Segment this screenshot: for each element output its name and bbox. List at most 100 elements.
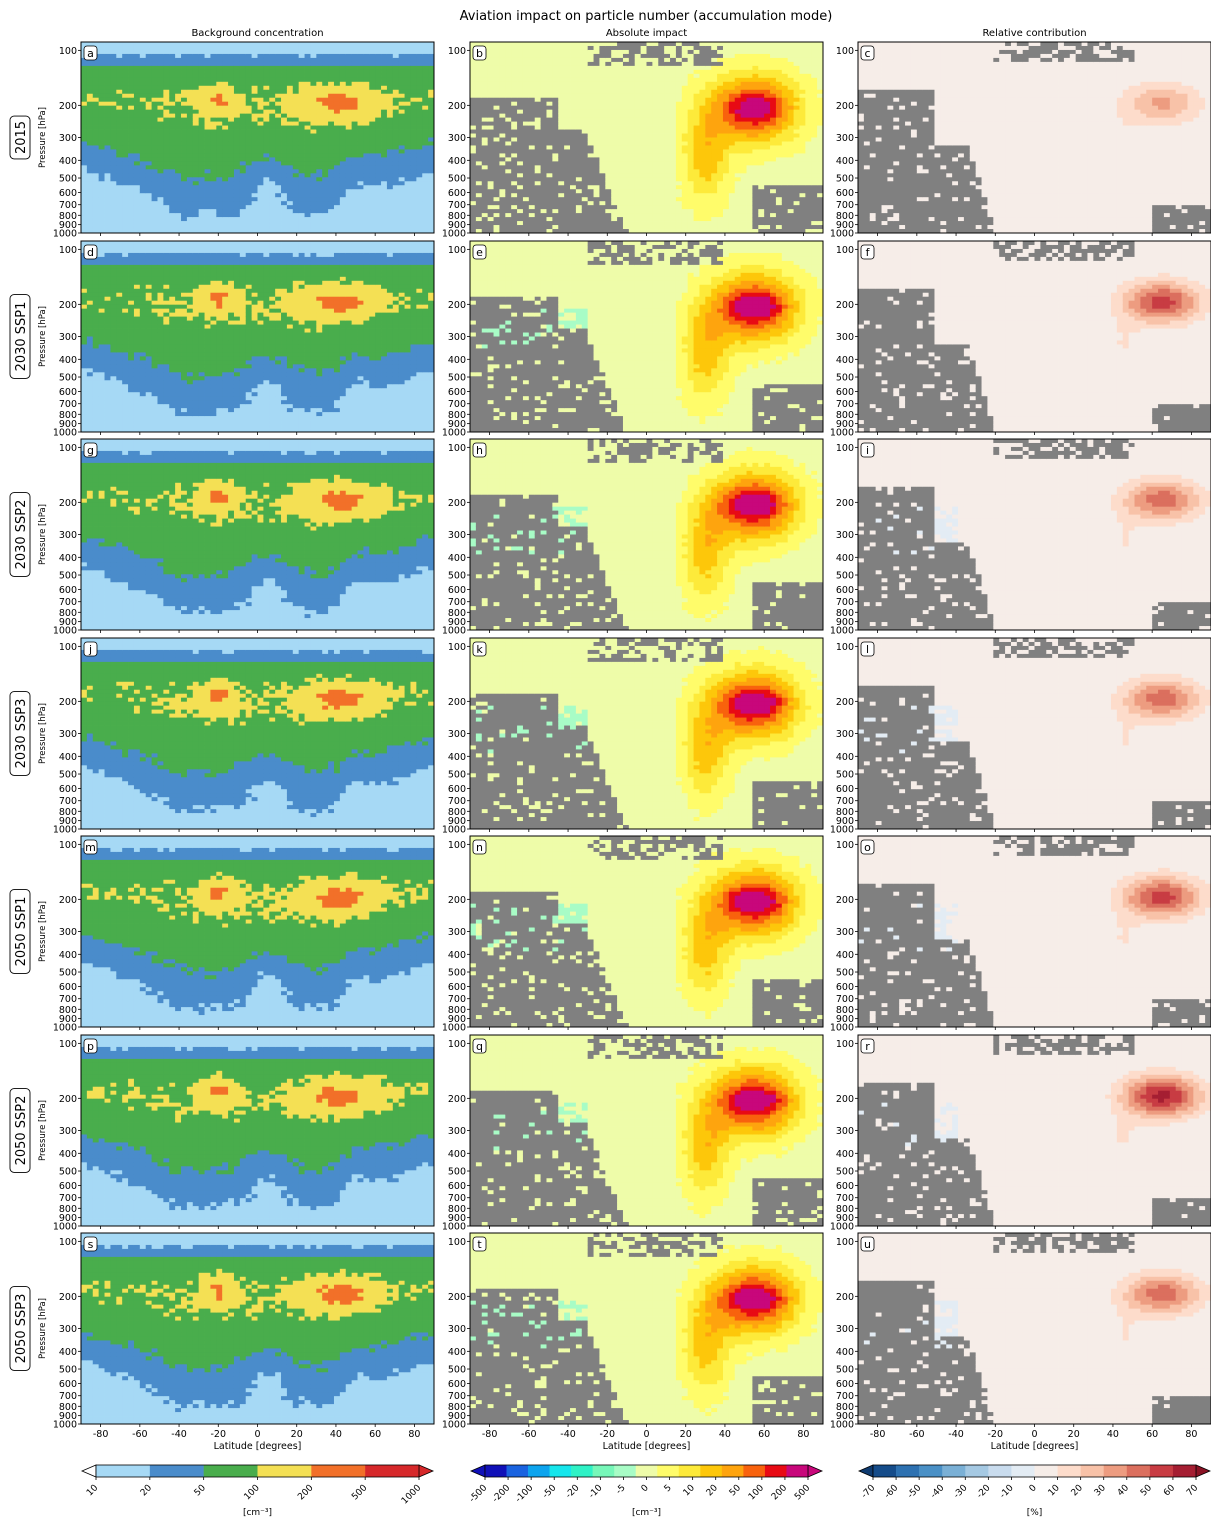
cell (199, 201, 205, 205)
cell (157, 181, 163, 185)
cell (316, 110, 322, 114)
cell (181, 169, 187, 173)
cell (305, 98, 311, 102)
cell (228, 66, 234, 70)
cell (163, 209, 169, 213)
cell (269, 138, 275, 142)
cell (316, 153, 322, 157)
cell (299, 66, 305, 70)
cell (99, 134, 105, 138)
cell (210, 62, 216, 66)
cell (110, 225, 116, 229)
cell (99, 126, 105, 130)
cell (116, 114, 122, 118)
cell (128, 165, 134, 169)
cell (128, 86, 134, 90)
cell (258, 74, 264, 78)
cell (234, 149, 240, 153)
cell (157, 134, 163, 138)
cell (169, 94, 175, 98)
cell (246, 90, 252, 94)
cell (81, 74, 87, 78)
cell (146, 110, 152, 114)
cell (152, 189, 158, 193)
cell (258, 58, 264, 62)
cell (281, 173, 287, 177)
cell (87, 141, 93, 145)
cell (246, 46, 252, 50)
cell (210, 217, 216, 221)
cell (322, 157, 328, 161)
cell (181, 98, 187, 102)
cell (310, 106, 316, 110)
cell (110, 106, 116, 110)
cell (175, 42, 181, 46)
cell (157, 177, 163, 181)
cell (228, 201, 234, 205)
cell (234, 145, 240, 149)
cell (122, 213, 128, 217)
cell (81, 173, 87, 177)
cell (152, 205, 158, 209)
cell (140, 130, 146, 134)
cell (234, 225, 240, 229)
cell (110, 185, 116, 189)
cell (134, 138, 140, 142)
cell (263, 217, 269, 221)
cell (199, 78, 205, 82)
cell (263, 122, 269, 126)
cell (193, 114, 199, 118)
cell (181, 122, 187, 126)
cell (210, 130, 216, 134)
cell (146, 213, 152, 217)
cell (146, 185, 152, 189)
cell (175, 145, 181, 149)
cell (316, 205, 322, 209)
cell (316, 134, 322, 138)
cell (322, 78, 328, 82)
cell (122, 181, 128, 185)
cell (293, 193, 299, 197)
cell (246, 114, 252, 118)
cell (316, 201, 322, 205)
cell (240, 181, 246, 185)
cell (281, 102, 287, 106)
cell (275, 149, 281, 153)
cell (322, 201, 328, 205)
cell (93, 213, 99, 217)
cell (152, 161, 158, 165)
cell (210, 42, 216, 46)
cell (157, 213, 163, 217)
cell (263, 157, 269, 161)
cell (199, 50, 205, 54)
cell (163, 169, 169, 173)
cell (116, 102, 122, 106)
cell (122, 205, 128, 209)
cell (99, 173, 105, 177)
cell (205, 138, 211, 142)
cell (316, 114, 322, 118)
cell (105, 70, 111, 74)
cell (105, 82, 111, 86)
cell (305, 90, 311, 94)
cell (128, 173, 134, 177)
cell (193, 74, 199, 78)
cell (287, 145, 293, 149)
cell (316, 126, 322, 130)
cell (199, 86, 205, 90)
cell (105, 130, 111, 134)
cell (210, 225, 216, 229)
cell (293, 114, 299, 118)
cell (152, 197, 158, 201)
cell (134, 165, 140, 169)
cell (334, 50, 340, 54)
cell (263, 138, 269, 142)
cell (105, 74, 111, 78)
cell (122, 169, 128, 173)
cell (116, 90, 122, 94)
cell (258, 62, 264, 66)
cell (122, 82, 128, 86)
cell (157, 145, 163, 149)
cell (199, 46, 205, 50)
cell (193, 141, 199, 145)
